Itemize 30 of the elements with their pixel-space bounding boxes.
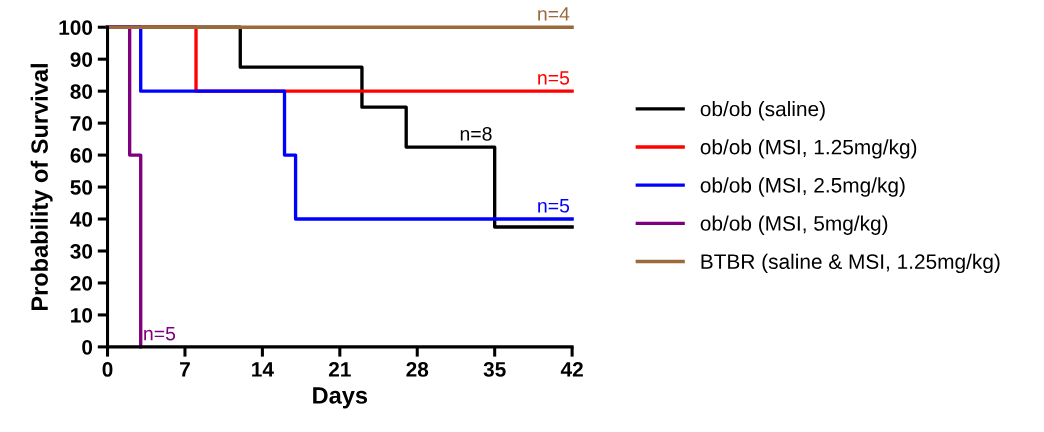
x-tick-label: 35 — [483, 362, 506, 377]
annotation: n=8 — [460, 126, 492, 141]
y-tick-label: 60 — [70, 148, 93, 163]
y-tick-label: 30 — [70, 243, 93, 259]
x-tick-label: 14 — [252, 362, 274, 377]
y-axis-title: Probability of Survival — [30, 64, 53, 311]
legend-label: ob/ob (MSI, 2.5mg/kg) — [700, 177, 905, 197]
x-tick-label: 21 — [328, 362, 351, 377]
x-tick-label: 28 — [406, 362, 429, 377]
y-tick-label: 80 — [70, 84, 93, 99]
legend-label: ob/ob (saline) — [700, 101, 825, 121]
legend-label: BTBR (saline & MSI, 1.25mg/kg) — [701, 253, 1000, 274]
y-tick-label: 20 — [70, 275, 93, 291]
y-tick-label: 50 — [70, 180, 93, 195]
legend-label: ob/ob (MSI, 1.25mg/kg) — [700, 139, 917, 159]
legend-label: ob/ob (MSI, 5mg/kg) — [700, 215, 888, 235]
annotation: n=5 — [538, 71, 570, 85]
y-tick-label: 100 — [59, 20, 93, 35]
y-tick-label: 40 — [70, 212, 93, 227]
x-tick-label: 7 — [180, 362, 190, 377]
annotation: n=5 — [538, 199, 570, 213]
annotation: n=4 — [538, 7, 570, 21]
y-tick-label: 0 — [82, 339, 93, 355]
y-tick-label: 90 — [70, 52, 93, 67]
x-tick-label: 42 — [560, 362, 583, 377]
y-tick-label: 70 — [70, 116, 93, 131]
x-tick-label: 0 — [102, 362, 113, 377]
annotation: n=5 — [144, 326, 176, 341]
y-tick-label: 10 — [71, 307, 93, 323]
x-axis-title: Days — [313, 387, 368, 409]
